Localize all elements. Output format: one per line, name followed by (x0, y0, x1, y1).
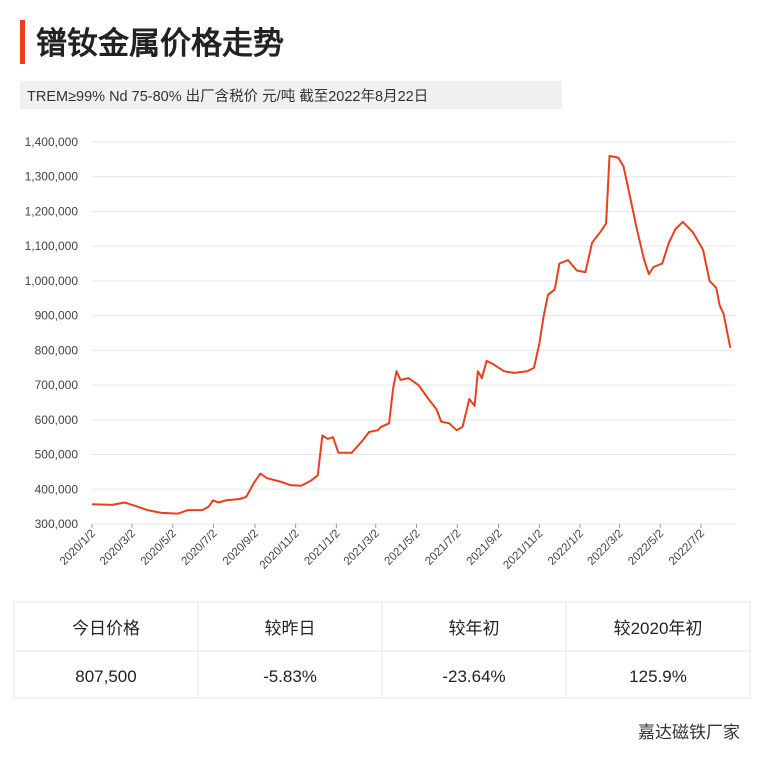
price-line (91, 154, 732, 515)
table-cell: -23.64% (442, 667, 505, 686)
watermark: 嘉达磁铁厂家 (638, 723, 740, 742)
y-tick-label: 1,300,000 (25, 170, 79, 184)
chart-title: 镨钕金属价格走势 (36, 26, 284, 61)
y-tick-label: 300,000 (35, 517, 79, 531)
y-tick-label: 600,000 (35, 413, 79, 427)
subtitle: TREM≥99% Nd 75-80% 出厂含税价 元/吨 截至2022年8月22… (27, 88, 428, 105)
x-tick-label: 2021/5/2 (382, 528, 422, 568)
x-tick-label: 2022/5/2 (626, 528, 666, 568)
subtitle-bg (20, 81, 562, 109)
x-tick-label: 2020/5/2 (139, 528, 179, 568)
x-tick-label: 2020/3/2 (98, 528, 138, 568)
table-cell: 125.9% (629, 667, 687, 686)
y-tick-label: 900,000 (35, 309, 79, 323)
x-tick-label: 2022/3/2 (585, 528, 625, 568)
y-tick-label: 700,000 (35, 378, 79, 392)
x-tick-label: 2021/3/2 (342, 528, 382, 568)
table-cell: -5.83% (263, 667, 317, 686)
table-header: 较年初 (449, 619, 500, 638)
x-tick-label: 2021/7/2 (423, 528, 463, 568)
table-cell: 807,500 (75, 667, 136, 686)
x-tick-label: 2022/7/2 (667, 528, 707, 568)
x-tick-label: 2021/1/2 (302, 528, 342, 568)
x-tick-label: 2020/7/2 (180, 528, 220, 568)
table (13, 601, 751, 699)
y-tick-label: 800,000 (35, 343, 79, 357)
x-tick-label: 2021/9/2 (465, 528, 505, 568)
y-tick-label: 1,000,000 (25, 274, 79, 288)
y-tick-label: 1,100,000 (25, 239, 79, 253)
y-tick-label: 500,000 (35, 448, 79, 462)
x-tick-label: 2020/11/2 (258, 528, 302, 572)
x-tick-label: 2022/1/2 (546, 528, 586, 568)
x-tick-label: 2021/11/2 (501, 528, 545, 572)
table-header: 今日价格 (72, 619, 140, 638)
y-tick-label: 1,200,000 (25, 204, 79, 218)
table-header: 较2020年初 (614, 619, 703, 638)
title-bar (20, 20, 25, 64)
x-tick-label: 2020/1/2 (58, 528, 98, 568)
x-tick-label: 2020/9/2 (221, 528, 261, 568)
table-header: 较昨日 (265, 619, 316, 638)
y-tick-label: 1,400,000 (25, 135, 79, 149)
y-tick-label: 400,000 (35, 482, 79, 496)
